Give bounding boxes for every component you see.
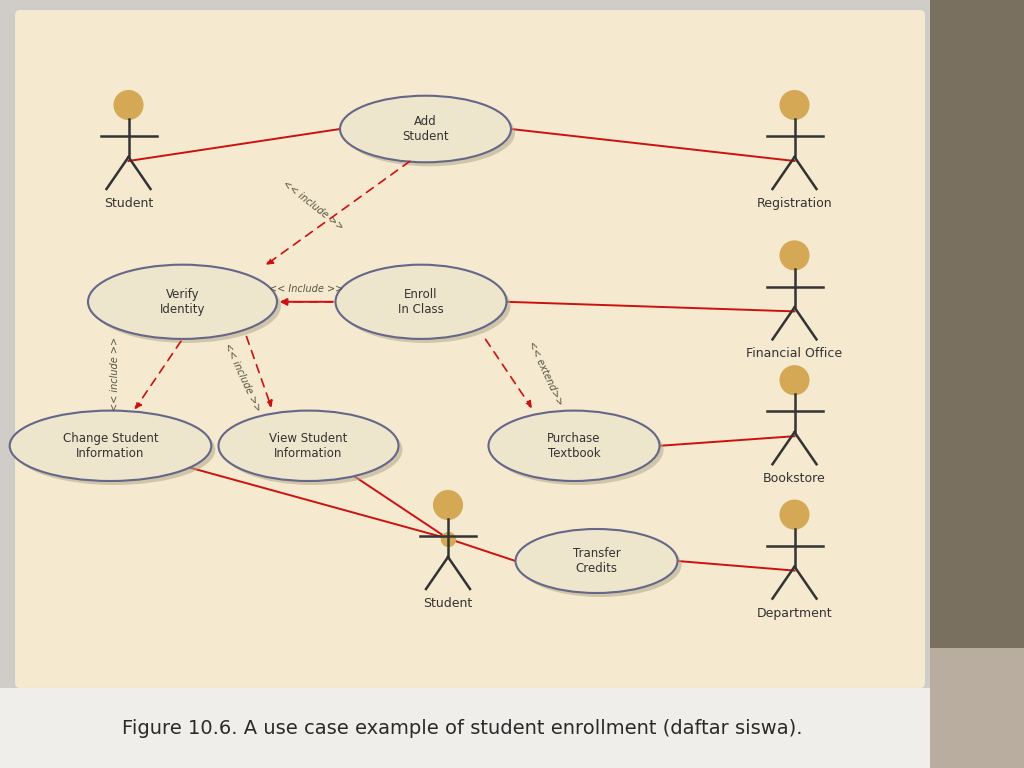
Text: << Include >>: << Include >> [268, 284, 343, 294]
Circle shape [780, 366, 809, 394]
Text: Department: Department [757, 607, 833, 620]
Text: Figure 10.6. A use case example of student enrollment (daftar siswa).: Figure 10.6. A use case example of stude… [122, 719, 802, 737]
Text: Purchase
Textbook: Purchase Textbook [547, 432, 601, 460]
Ellipse shape [340, 96, 511, 162]
Bar [0, 688, 930, 768]
Text: Verify
Identity: Verify Identity [160, 288, 205, 316]
Circle shape [780, 501, 809, 528]
Ellipse shape [336, 265, 507, 339]
Text: Financial Office: Financial Office [746, 347, 843, 360]
FancyBboxPatch shape [14, 9, 926, 689]
Ellipse shape [222, 415, 402, 485]
Ellipse shape [519, 533, 682, 597]
Text: Enroll
In Class: Enroll In Class [398, 288, 443, 316]
Text: << extend>>: << extend>> [526, 339, 564, 407]
Text: Student: Student [103, 197, 154, 210]
Text: Change Student
Information: Change Student Information [62, 432, 159, 460]
Text: << include >>: << include >> [222, 342, 263, 413]
Ellipse shape [515, 529, 678, 593]
Ellipse shape [344, 100, 515, 167]
Ellipse shape [13, 415, 215, 485]
Circle shape [115, 91, 142, 119]
Bar [930, 0, 1024, 768]
Text: Bookstore: Bookstore [763, 472, 826, 485]
Ellipse shape [340, 269, 511, 343]
Circle shape [780, 241, 809, 270]
Text: << include >>: << include >> [281, 179, 345, 233]
Ellipse shape [493, 415, 664, 485]
Text: Transfer
Credits: Transfer Credits [572, 547, 621, 575]
Ellipse shape [88, 265, 278, 339]
Ellipse shape [92, 269, 281, 343]
Circle shape [780, 91, 809, 119]
Ellipse shape [9, 411, 211, 481]
Circle shape [434, 491, 462, 519]
Text: View Student
Information: View Student Information [269, 432, 348, 460]
Text: Registration: Registration [757, 197, 833, 210]
Bar [930, 648, 1024, 768]
Ellipse shape [488, 411, 659, 481]
Text: Add
Student: Add Student [402, 115, 449, 143]
Text: << include >>: << include >> [110, 336, 120, 411]
Text: Student: Student [423, 597, 473, 610]
Ellipse shape [218, 411, 398, 481]
